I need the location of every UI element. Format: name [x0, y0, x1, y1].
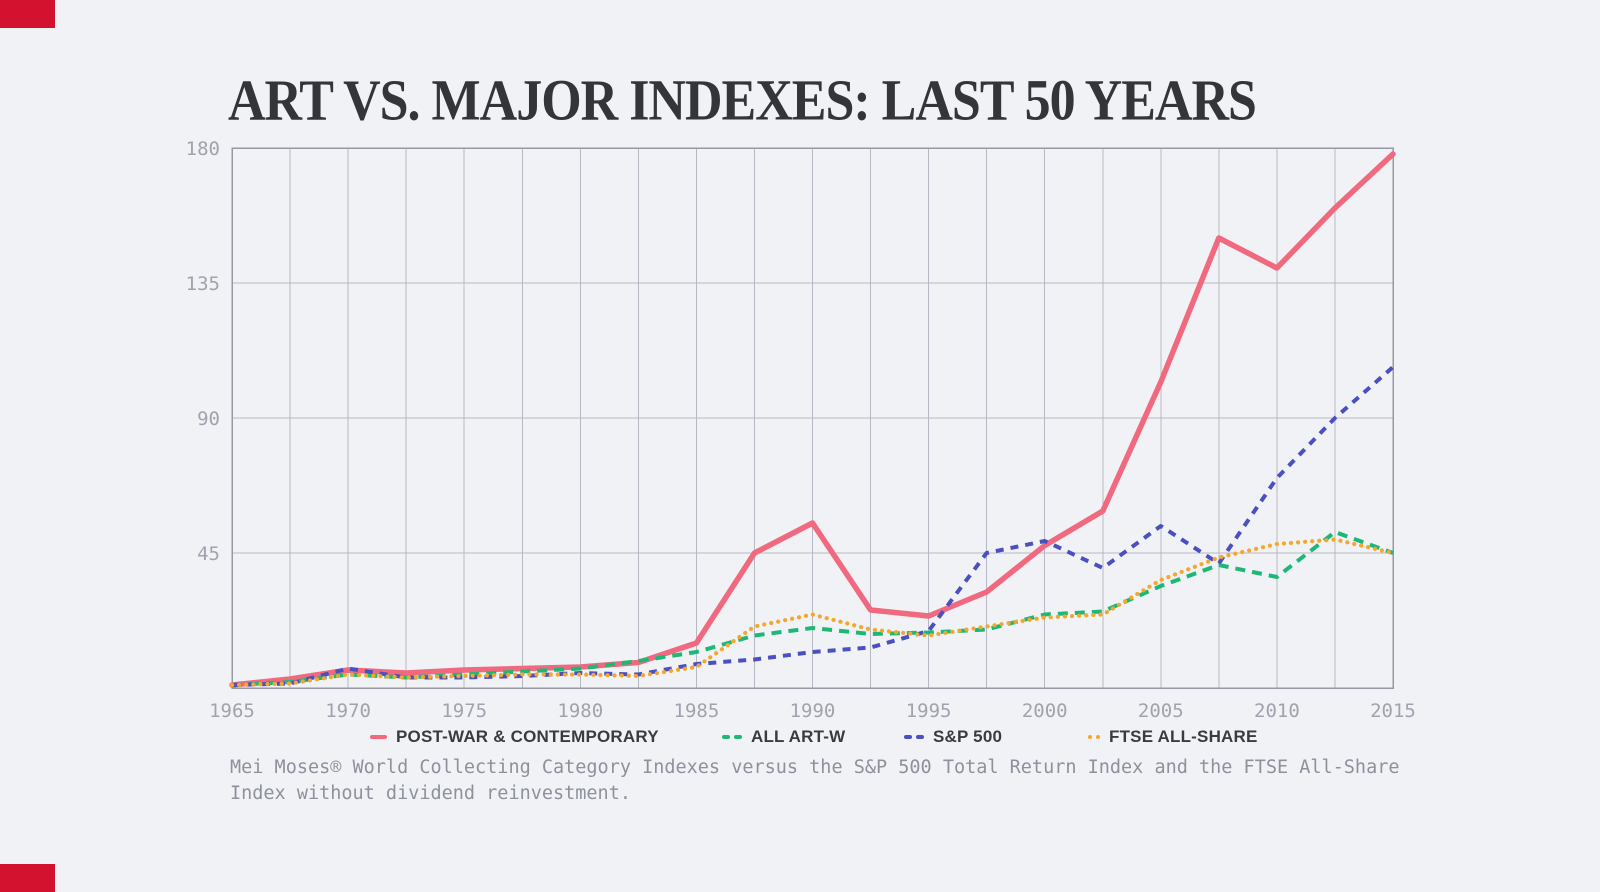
legend-label: POST-WAR & CONTEMPORARY: [396, 727, 659, 746]
y-axis-tick-label: 90: [197, 408, 220, 430]
legend-label: S&P 500: [933, 727, 1003, 746]
plot-frame: [231, 147, 1394, 689]
x-axis-tick-label: 2000: [1022, 700, 1068, 722]
dashed-line-swatch-icon: [722, 735, 742, 739]
y-axis-tick-label: 180: [186, 138, 220, 160]
source-caption-line2: Index without dividend reinvestment.: [230, 783, 631, 804]
series-line-ftse-all-share: [229, 537, 1396, 688]
brand-mark-bottom-left: [0, 864, 55, 892]
x-axis-tick-label: 1970: [325, 700, 371, 722]
legend-item-sp500: S&P 500: [904, 722, 1002, 752]
x-axis-tick-label: 1975: [441, 700, 487, 722]
x-axis-tick-label: 1980: [557, 700, 603, 722]
x-axis-tick-label: 1965: [209, 700, 255, 722]
x-axis-tick-label: 2010: [1254, 700, 1300, 722]
legend-item-all-art-w: ALL ART-W: [722, 722, 845, 752]
x-axis-tick-label: 2015: [1370, 700, 1416, 722]
brand-mark-top-left: [0, 0, 55, 28]
legend-item-ftse-all-share: FTSE ALL-SHARE: [1088, 722, 1258, 752]
series-line-s-p-500: [231, 365, 1395, 687]
dotted-line-swatch-icon: [1088, 735, 1100, 739]
y-axis-tick-label: 135: [186, 273, 220, 295]
legend-item-post-war-contemporary: POST-WAR & CONTEMPORARY: [370, 722, 659, 752]
x-axis-tick-label: 2005: [1138, 700, 1184, 722]
legend-label: FTSE ALL-SHARE: [1109, 727, 1258, 746]
source-caption: Mei Moses® World Collecting Category Ind…: [230, 755, 1399, 807]
chart-legend: POST-WAR & CONTEMPORARY ALL ART-W S&P 50…: [0, 722, 1600, 752]
legend-label: ALL ART-W: [751, 727, 846, 746]
x-axis-tick-label: 1990: [790, 700, 836, 722]
source-caption-line1: Mei Moses® World Collecting Category Ind…: [230, 757, 1400, 778]
x-axis-tick-label: 1985: [674, 700, 720, 722]
dashed-line-swatch-icon: [904, 735, 924, 739]
x-axis-tick-label: 1995: [906, 700, 952, 722]
chart-title: ART VS. MAJOR INDEXES: LAST 50 YEARS: [228, 69, 1257, 133]
solid-line-swatch-icon: [370, 735, 387, 739]
series-line-post-war-contemporary: [229, 151, 1396, 688]
y-axis-tick-label: 45: [197, 543, 220, 565]
